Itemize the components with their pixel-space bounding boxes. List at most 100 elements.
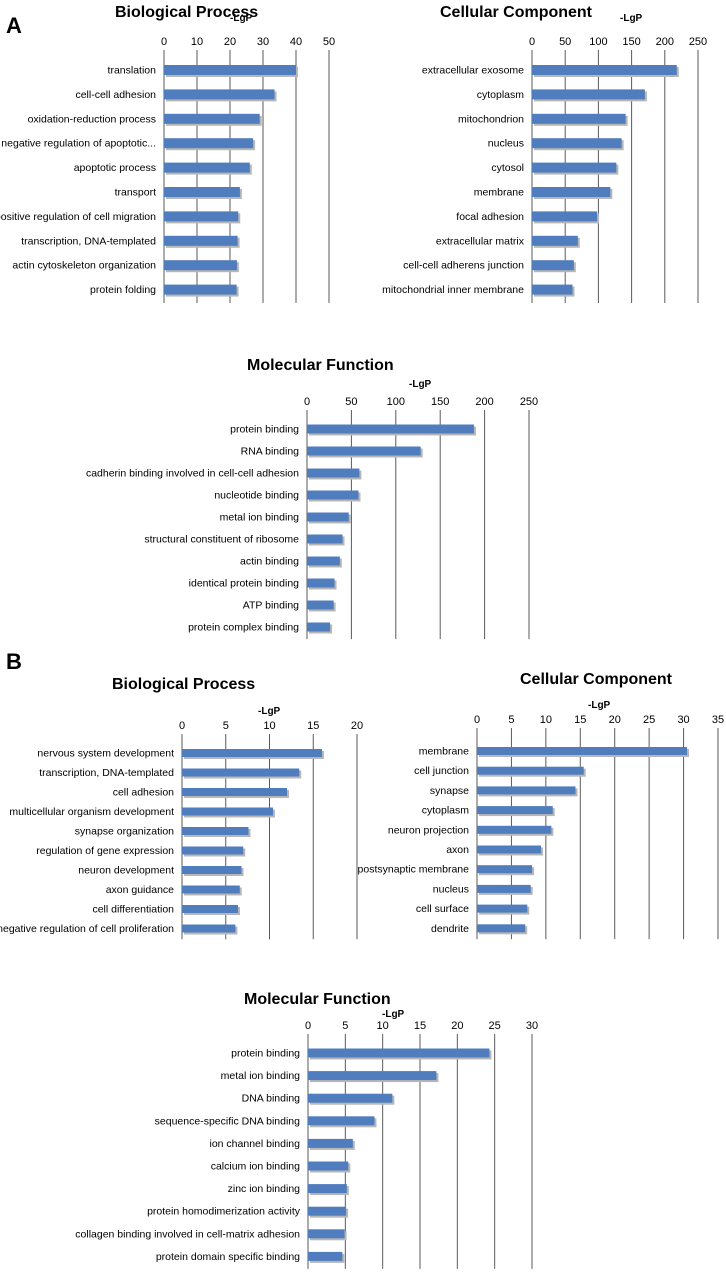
bar	[164, 285, 237, 295]
bar	[477, 865, 532, 873]
bar	[308, 1139, 353, 1148]
x-tick-label: 150	[622, 36, 640, 48]
category-label: ion channel binding	[210, 1138, 301, 1150]
category-label: neuron development	[78, 865, 174, 877]
x-tick-label: 25	[643, 714, 655, 726]
category-label: cytoplasm	[477, 89, 525, 101]
category-label: DNA binding	[242, 1093, 301, 1105]
bar	[308, 1094, 392, 1103]
x-tick-label: 20	[224, 36, 236, 48]
category-label: zinc ion binding	[228, 1183, 301, 1195]
category-label: postsynaptic membrane	[358, 864, 470, 876]
category-label: protein complex binding	[188, 622, 299, 634]
category-label: metal ion binding	[220, 512, 300, 524]
category-label: nervous system development	[37, 748, 174, 760]
x-axis-label: -LgP	[382, 1009, 405, 1020]
chart-title: Biological Process	[112, 676, 255, 693]
bar	[532, 187, 610, 197]
x-tick-label: 10	[540, 714, 552, 726]
chart-title: Cellular Component	[440, 4, 593, 21]
category-label: protein folding	[90, 284, 156, 296]
category-label: axon	[446, 844, 469, 856]
bar	[164, 211, 238, 221]
bar	[532, 114, 626, 124]
category-label: cell differentiation	[92, 904, 174, 916]
bar	[164, 138, 253, 148]
bar	[477, 786, 575, 794]
bar	[308, 1071, 436, 1080]
bar	[182, 847, 243, 855]
panel-letter-a: A	[6, 13, 22, 38]
bar	[182, 905, 238, 913]
bar	[307, 535, 343, 544]
x-axis-label: -LgP	[230, 13, 253, 24]
category-label: cell junction	[414, 765, 469, 777]
bar	[308, 1116, 374, 1125]
bar	[477, 885, 531, 893]
category-label: transcription, DNA-templated	[39, 767, 174, 779]
x-tick-label: 10	[377, 1020, 389, 1032]
category-label: collagen binding involved in cell-matrix…	[75, 1228, 300, 1240]
panel-letter-b: B	[6, 649, 22, 674]
x-tick-label: 0	[179, 720, 185, 732]
category-label: nucleus	[488, 138, 524, 150]
bar	[164, 89, 275, 99]
category-label: synapse	[430, 785, 469, 797]
x-tick-label: 10	[263, 720, 275, 732]
x-tick-label: 100	[589, 36, 607, 48]
x-tick-label: 0	[529, 36, 535, 48]
category-label: cell-cell adherens junction	[403, 260, 524, 272]
category-label: identical protein binding	[189, 578, 299, 590]
x-tick-label: 25	[489, 1020, 501, 1032]
bar	[307, 557, 340, 566]
x-tick-label: 200	[475, 396, 493, 408]
x-tick-label: 0	[305, 1020, 311, 1032]
chart-b-mf: Molecular Function-LgP 0 5 10 15 20 25 30 protei…	[75, 991, 538, 1269]
bar	[532, 138, 622, 148]
bar	[532, 89, 645, 99]
x-tick-label: 40	[290, 36, 302, 48]
x-tick-label: 15	[574, 714, 586, 726]
bar	[308, 1207, 346, 1216]
bar	[164, 163, 250, 173]
category-label: nucleus	[433, 883, 469, 895]
category-label: sequence-specific DNA binding	[155, 1115, 300, 1127]
bar	[477, 767, 584, 775]
bar	[477, 826, 551, 834]
x-axis-label: -LgP	[620, 13, 643, 24]
category-label: negative regulation of cell proliferatio…	[0, 923, 174, 935]
bar	[308, 1162, 348, 1171]
x-tick-label: 250	[689, 36, 707, 48]
bar	[532, 211, 597, 221]
x-tick-label: 20	[609, 714, 621, 726]
x-axis-label: -LgP	[258, 706, 281, 717]
bar	[182, 925, 235, 933]
bar	[477, 846, 541, 854]
x-tick-label: 20	[451, 1020, 463, 1032]
x-tick-label: 200	[656, 36, 674, 48]
category-label: protein domain specific binding	[156, 1251, 300, 1263]
x-tick-label: 150	[431, 396, 449, 408]
x-tick-label: 35	[712, 714, 724, 726]
category-label: calcium ion binding	[211, 1161, 300, 1173]
bar	[308, 1252, 342, 1261]
category-label: cytosol	[491, 162, 524, 174]
category-label: actin binding	[240, 556, 299, 568]
bar	[307, 425, 474, 434]
x-tick-label: 0	[304, 396, 310, 408]
x-tick-label: 0	[161, 36, 167, 48]
x-tick-label: 20	[351, 720, 363, 732]
bar	[477, 905, 527, 913]
chart-b-cc: Cellular Component-LgP0 5 10 15 20 25 30 35memb…	[358, 671, 725, 939]
category-label: actin cytoskeleton organization	[12, 260, 156, 272]
bar	[308, 1184, 347, 1193]
bar	[182, 808, 273, 816]
x-tick-label: 15	[414, 1020, 426, 1032]
chart-a-cc: Cellular Component -LgP 0 50 100 150 200 250 ext…	[382, 4, 707, 303]
bar	[308, 1049, 489, 1058]
category-label: axon guidance	[106, 884, 174, 896]
x-tick-label: 5	[223, 720, 229, 732]
bar	[182, 827, 249, 835]
bar	[182, 788, 287, 796]
